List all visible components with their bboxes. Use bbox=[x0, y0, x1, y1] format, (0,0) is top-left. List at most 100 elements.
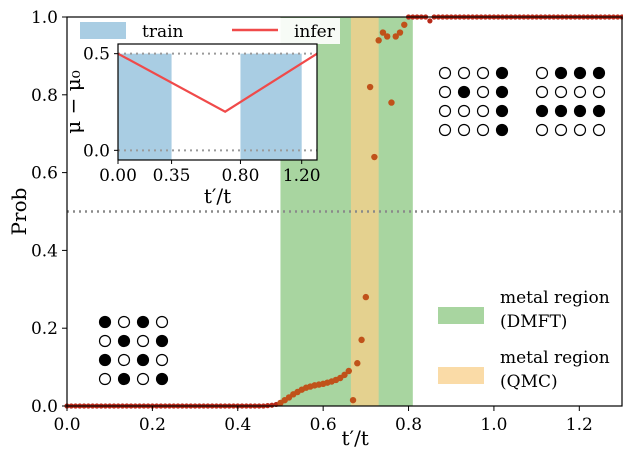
filled-site bbox=[98, 353, 112, 367]
legend-label-train: train bbox=[142, 22, 184, 42]
empty-site bbox=[573, 123, 587, 137]
legend-swatch-dmft bbox=[438, 307, 484, 324]
legend-label-qmc-2: (QMC) bbox=[500, 372, 558, 392]
x-tick-label: 0.6 bbox=[310, 415, 337, 435]
empty-site bbox=[457, 104, 471, 118]
empty-site bbox=[476, 66, 490, 80]
lattice-pattern bbox=[438, 66, 509, 137]
empty-site bbox=[98, 372, 112, 386]
empty-site bbox=[98, 334, 112, 348]
filled-site bbox=[136, 353, 150, 367]
inset-x-tick-label: 1.20 bbox=[283, 166, 321, 186]
empty-site bbox=[117, 315, 131, 329]
legend-label-dmft-1: metal region bbox=[500, 288, 610, 308]
inset-y-axis-label: μ − μ₀ bbox=[61, 70, 85, 134]
empty-site bbox=[476, 104, 490, 118]
probability-points bbox=[64, 14, 623, 409]
y-tick-label: 0.2 bbox=[31, 319, 58, 339]
filled-site bbox=[117, 372, 131, 386]
x-tick-label: 0.0 bbox=[53, 415, 80, 435]
empty-site bbox=[438, 123, 452, 137]
legend-swatch-qmc bbox=[438, 367, 484, 384]
main-legend: metal region (DMFT) metal region (QMC) bbox=[438, 288, 610, 392]
filled-site bbox=[554, 66, 568, 80]
x-tick-label: 1.0 bbox=[480, 415, 507, 435]
data-point bbox=[341, 371, 348, 379]
legend-label-dmft-2: (DMFT) bbox=[500, 312, 567, 332]
empty-site bbox=[592, 85, 606, 99]
y-tick-label: 0.0 bbox=[31, 397, 58, 417]
empty-site bbox=[535, 85, 549, 99]
filled-site bbox=[136, 315, 150, 329]
inset-y-tick-label: 0.5 bbox=[83, 45, 110, 65]
data-point bbox=[358, 336, 365, 344]
data-point bbox=[366, 83, 374, 91]
y-tick-label: 0.4 bbox=[31, 241, 58, 261]
data-point bbox=[392, 33, 399, 40]
filled-site bbox=[495, 66, 509, 80]
filled-site bbox=[117, 334, 131, 348]
empty-site bbox=[438, 66, 452, 80]
legend-swatch-train bbox=[80, 22, 126, 39]
filled-site bbox=[592, 66, 606, 80]
legend-label-qmc-1: metal region bbox=[500, 348, 610, 368]
inset-x-tick-label: 0.80 bbox=[222, 166, 260, 186]
lattice-pattern bbox=[98, 315, 169, 386]
inset-x-tick-label: 0.35 bbox=[153, 166, 191, 186]
empty-site bbox=[535, 123, 549, 137]
data-point bbox=[375, 37, 382, 44]
filled-site bbox=[495, 123, 509, 137]
data-point bbox=[371, 153, 378, 161]
y-tick-label: 0.8 bbox=[31, 86, 58, 106]
empty-site bbox=[476, 85, 490, 99]
filled-site bbox=[98, 315, 112, 329]
empty-site bbox=[438, 104, 452, 118]
x-axis-label: t′/t bbox=[341, 426, 368, 450]
legend-label-infer: infer bbox=[294, 22, 336, 42]
data-point bbox=[379, 29, 387, 36]
x-tick-label: 1.2 bbox=[566, 415, 593, 435]
y-tick-label: 1.0 bbox=[31, 8, 58, 28]
empty-site bbox=[457, 123, 471, 137]
inset-train-region bbox=[240, 53, 302, 160]
empty-site bbox=[117, 353, 131, 367]
x-tick-label: 0.8 bbox=[395, 415, 422, 435]
data-point bbox=[383, 33, 391, 40]
lattice-patterns bbox=[98, 66, 606, 386]
plot-frame bbox=[66, 16, 623, 407]
inset-y-tick-label: 0.0 bbox=[83, 141, 110, 161]
filled-site bbox=[155, 372, 169, 386]
empty-site bbox=[573, 85, 587, 99]
empty-site bbox=[136, 372, 150, 386]
filled-site bbox=[457, 85, 471, 99]
main-axes: 0.0 0.2 0.4 0.6 0.8 1.0 1.20.00.20.40.60.81.0t… bbox=[7, 8, 623, 450]
data-point bbox=[396, 29, 404, 36]
filled-site bbox=[573, 66, 587, 80]
filled-site bbox=[554, 104, 568, 118]
y-tick-label: 0.6 bbox=[31, 164, 58, 184]
inset-infer-line bbox=[117, 52, 318, 113]
empty-site bbox=[592, 123, 606, 137]
inset-x-tick-label: 0.00 bbox=[99, 166, 137, 186]
filled-site bbox=[573, 104, 587, 118]
y-axis-label: Prob bbox=[7, 188, 31, 236]
empty-site bbox=[554, 123, 568, 137]
empty-site bbox=[457, 66, 471, 80]
filled-site bbox=[535, 104, 549, 118]
data-point bbox=[427, 18, 433, 24]
lattice-pattern bbox=[535, 66, 606, 137]
filled-site bbox=[592, 104, 606, 118]
x-tick-label: 0.4 bbox=[224, 415, 251, 435]
data-point bbox=[388, 99, 395, 106]
data-point bbox=[362, 293, 370, 301]
empty-site bbox=[438, 85, 452, 99]
filled-site bbox=[155, 334, 169, 348]
data-point bbox=[401, 21, 408, 28]
inset-x-axis-label: t′/t bbox=[204, 184, 231, 208]
inset-train-region bbox=[118, 53, 172, 160]
inset-frame bbox=[117, 43, 318, 161]
data-point bbox=[354, 360, 361, 367]
empty-site bbox=[554, 85, 568, 99]
